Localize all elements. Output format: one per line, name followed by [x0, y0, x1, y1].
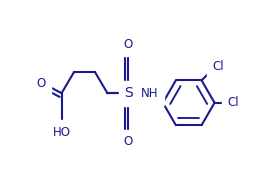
- Text: NH: NH: [141, 87, 158, 100]
- Text: HO: HO: [53, 126, 71, 139]
- Text: Cl: Cl: [212, 60, 224, 73]
- Text: O: O: [36, 77, 45, 90]
- Text: O: O: [124, 38, 133, 51]
- Text: Cl: Cl: [228, 96, 239, 109]
- Text: S: S: [124, 86, 133, 100]
- Text: O: O: [124, 135, 133, 148]
